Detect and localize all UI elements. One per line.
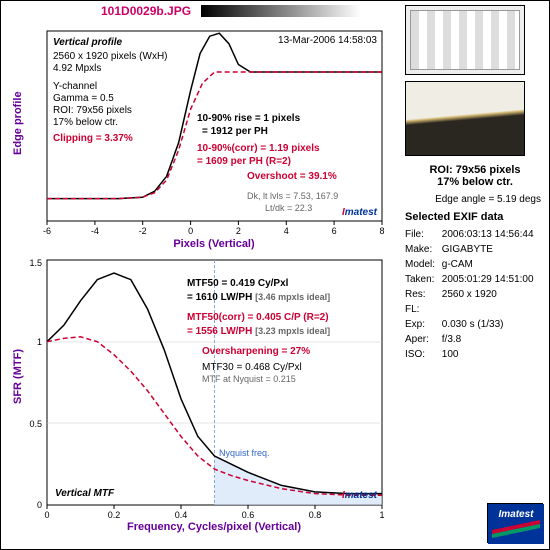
svg-text:MTF at Nyquist = 0.215: MTF at Nyquist = 0.215 bbox=[202, 374, 296, 384]
svg-text:-2: -2 bbox=[139, 226, 147, 236]
svg-text:0.4: 0.4 bbox=[175, 510, 188, 520]
svg-text:1: 1 bbox=[379, 510, 384, 520]
filename: 101D0029b.JPG bbox=[101, 4, 191, 18]
svg-text:Overshoot = 39.1%: Overshoot = 39.1% bbox=[247, 171, 337, 182]
exif-row: Res: 2560 x 1920 bbox=[405, 287, 545, 302]
roi-line2: 17% below ctr. bbox=[405, 176, 545, 188]
exif-row: Exp: 0.030 s (1/33) bbox=[405, 317, 545, 332]
edge-angle: Edge angle = 5.19 degs bbox=[409, 194, 541, 205]
exif-row: File: 2006:03:13 14:56:44 bbox=[405, 227, 545, 242]
exif-row: Model: g-CAM bbox=[405, 257, 545, 272]
exif-row: Aper: f/3.8 bbox=[405, 332, 545, 347]
exif-section: Selected EXIF data File: 2006:03:13 14:5… bbox=[405, 211, 545, 362]
svg-text:10-90% rise = 1 pixels: 10-90% rise = 1 pixels bbox=[197, 113, 301, 124]
roi-line1: ROI: 79x56 pixels bbox=[405, 164, 545, 176]
svg-text:= 1609 per PH (R=2): = 1609 per PH (R=2) bbox=[197, 156, 291, 167]
svg-text:Y-channel: Y-channel bbox=[53, 81, 97, 92]
svg-text:= 1556 LW/PH [3.23 mpxls ide: = 1556 LW/PH [3.23 mpxls ideal] bbox=[187, 326, 330, 337]
gradient-bar bbox=[201, 5, 361, 17]
test-chart-thumbnail bbox=[405, 5, 525, 75]
main-layout: 101D0029b.JPG -6 -4 -2 0 2 4 6 8 bbox=[1, 1, 549, 538]
svg-text:Dk, lt lvls = 7.53, 167.9: Dk, lt lvls = 7.53, 167.9 bbox=[247, 191, 338, 201]
svg-text:MTF30 = 0.468 Cy/Pxl: MTF30 = 0.468 Cy/Pxl bbox=[202, 362, 302, 373]
edge-profile-chart: -6 -4 -2 0 2 4 6 8 bbox=[9, 25, 393, 250]
svg-text:0.6: 0.6 bbox=[242, 510, 255, 520]
left-column: 101D0029b.JPG -6 -4 -2 0 2 4 6 8 bbox=[1, 1, 401, 538]
header: 101D0029b.JPG bbox=[1, 1, 401, 21]
svg-text:Vertical profile: Vertical profile bbox=[53, 37, 123, 48]
svg-text:0: 0 bbox=[188, 226, 193, 236]
svg-text:2: 2 bbox=[236, 226, 241, 236]
exif-row: Taken: 2005:01:29 14:51:00 bbox=[405, 272, 545, 287]
svg-text:4.92 Mpxls: 4.92 Mpxls bbox=[53, 63, 101, 74]
exif-rows: File: 2006:03:13 14:56:44Make: GIGABYTEM… bbox=[405, 227, 545, 362]
svg-text:10-90%(corr) = 1.19 pixels: 10-90%(corr) = 1.19 pixels bbox=[197, 143, 320, 154]
svg-text:Edge profile: Edge profile bbox=[12, 91, 24, 155]
svg-text:Oversharpening = 27%: Oversharpening = 27% bbox=[202, 346, 310, 357]
svg-text:8: 8 bbox=[379, 226, 384, 236]
right-column: ROI: 79x56 pixels 17% below ctr. Edge an… bbox=[401, 1, 549, 538]
svg-text:13-Mar-2006 14:58:03: 13-Mar-2006 14:58:03 bbox=[278, 35, 377, 46]
svg-text:ROI: 79x56 pixels: ROI: 79x56 pixels bbox=[53, 105, 132, 116]
svg-text:0.2: 0.2 bbox=[108, 510, 121, 520]
svg-text:Lt/dk = 22.3: Lt/dk = 22.3 bbox=[265, 203, 312, 213]
edge-chart-svg: -6 -4 -2 0 2 4 6 8 bbox=[9, 25, 393, 250]
svg-text:Imatest: Imatest bbox=[342, 207, 378, 218]
svg-text:Gamma = 0.5: Gamma = 0.5 bbox=[53, 93, 114, 104]
svg-text:0.8: 0.8 bbox=[309, 510, 322, 520]
exif-row: ISO: 100 bbox=[405, 347, 545, 362]
mtf-chart-svg: 0 0.5 1 1.5 0 0.2 0.4 0.6 0.8 1 bbox=[9, 254, 393, 534]
svg-text:Imatest: Imatest bbox=[342, 490, 378, 501]
svg-text:Pixels (Vertical): Pixels (Vertical) bbox=[173, 238, 255, 250]
edge-crop-thumbnail bbox=[405, 81, 525, 156]
svg-text:0: 0 bbox=[37, 500, 42, 510]
svg-text:0: 0 bbox=[44, 510, 49, 520]
svg-text:1.5: 1.5 bbox=[29, 258, 42, 268]
svg-text:MTF50 = 0.419 Cy/Pxl: MTF50 = 0.419 Cy/Pxl bbox=[187, 278, 289, 289]
svg-text:4: 4 bbox=[284, 226, 289, 236]
svg-text:SFR (MTF): SFR (MTF) bbox=[12, 349, 24, 404]
svg-text:-4: -4 bbox=[91, 226, 99, 236]
svg-text:Nyquist freq.: Nyquist freq. bbox=[219, 448, 270, 458]
svg-text:MTF50(corr) = 0.405 C/P (R=2): MTF50(corr) = 0.405 C/P (R=2) bbox=[187, 312, 329, 323]
svg-text:17% below ctr.: 17% below ctr. bbox=[53, 117, 118, 128]
exif-title: Selected EXIF data bbox=[405, 211, 545, 223]
roi-info: ROI: 79x56 pixels 17% below ctr. bbox=[405, 164, 545, 188]
svg-text:Frequency, Cycles/pixel (Verti: Frequency, Cycles/pixel (Vertical) bbox=[127, 521, 301, 533]
exif-row: Make: GIGABYTE bbox=[405, 242, 545, 257]
svg-text:Imatest: Imatest bbox=[498, 509, 534, 520]
exif-row: FL: bbox=[405, 302, 545, 317]
svg-text:Vertical MTF: Vertical MTF bbox=[55, 488, 115, 499]
imatest-logo: Imatest bbox=[487, 503, 543, 543]
svg-text:1: 1 bbox=[37, 337, 42, 347]
svg-text:-6: -6 bbox=[43, 226, 51, 236]
svg-text:2560 x 1920 pixels (WxH): 2560 x 1920 pixels (WxH) bbox=[53, 51, 168, 62]
mtf-chart: 0 0.5 1 1.5 0 0.2 0.4 0.6 0.8 1 bbox=[9, 254, 393, 534]
svg-text:= 1610 LW/PH [3.46 mpxls ide: = 1610 LW/PH [3.46 mpxls ideal] bbox=[187, 292, 330, 303]
svg-text:Clipping = 3.37%: Clipping = 3.37% bbox=[53, 133, 133, 144]
svg-text:6: 6 bbox=[332, 226, 337, 236]
svg-text:= 1912 per PH: = 1912 per PH bbox=[202, 126, 268, 137]
svg-text:0.5: 0.5 bbox=[29, 419, 42, 429]
